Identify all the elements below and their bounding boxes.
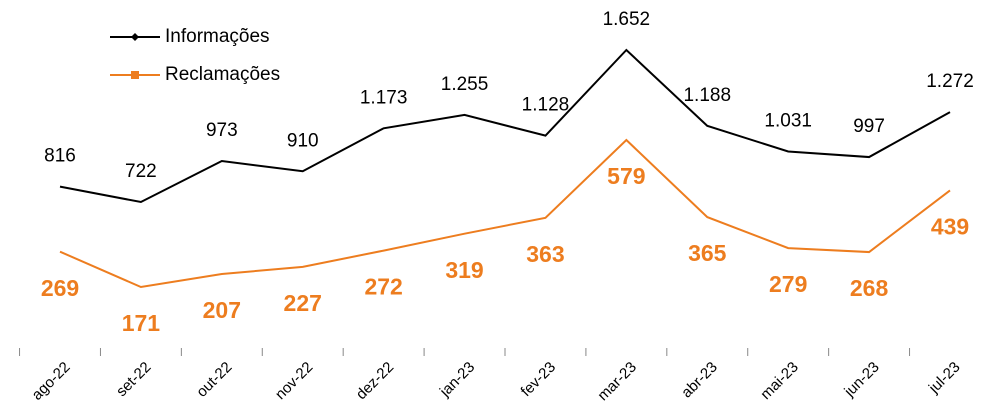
data-label: 1.128 [522,95,570,116]
data-label: 1.031 [764,111,812,132]
data-label: 227 [284,290,322,316]
data-label: 279 [769,271,807,297]
data-label: 816 [44,146,76,167]
x-tick-label: mar-23 [594,359,640,405]
data-label: 272 [364,274,402,300]
data-label: 268 [850,275,889,301]
data-label: 1.272 [926,71,974,92]
data-label: 207 [203,297,241,323]
series-line [59,138,951,289]
data-label: 973 [206,120,238,141]
data-label: 363 [526,241,564,267]
data-label: 1.188 [683,85,731,106]
data-label: 439 [931,214,969,240]
data-label: 722 [125,161,157,182]
x-tick-label: ago-22 [29,359,74,404]
x-tick-label: set-22 [113,359,155,401]
data-label: 1.255 [441,74,489,95]
x-tick-label: jul-23 [925,359,964,398]
legend-marker [131,33,139,41]
data-label: 579 [607,163,645,189]
legend-label: Informações [165,26,270,47]
x-tick-label: abr-23 [678,359,721,402]
data-label: 365 [688,240,727,266]
x-tick-label: fev-23 [518,359,560,401]
data-label: 319 [445,257,483,283]
x-tick-label: nov-22 [272,359,316,403]
x-tick-label: dez-22 [353,359,397,403]
data-label: 171 [122,310,161,336]
data-label: 910 [287,130,319,151]
data-label: 997 [853,116,885,137]
legend-marker [131,71,139,79]
legend-label: Reclamações [165,64,280,85]
x-tick-label: jan-23 [436,359,478,401]
data-label: 269 [41,275,79,301]
data-label: 1.173 [360,87,408,108]
x-tick-label: out-22 [193,359,235,401]
x-tick-label: jun-23 [841,359,883,401]
x-tick-label: mai-23 [757,359,801,403]
series-line [59,48,951,204]
data-label: 1.652 [603,9,651,30]
